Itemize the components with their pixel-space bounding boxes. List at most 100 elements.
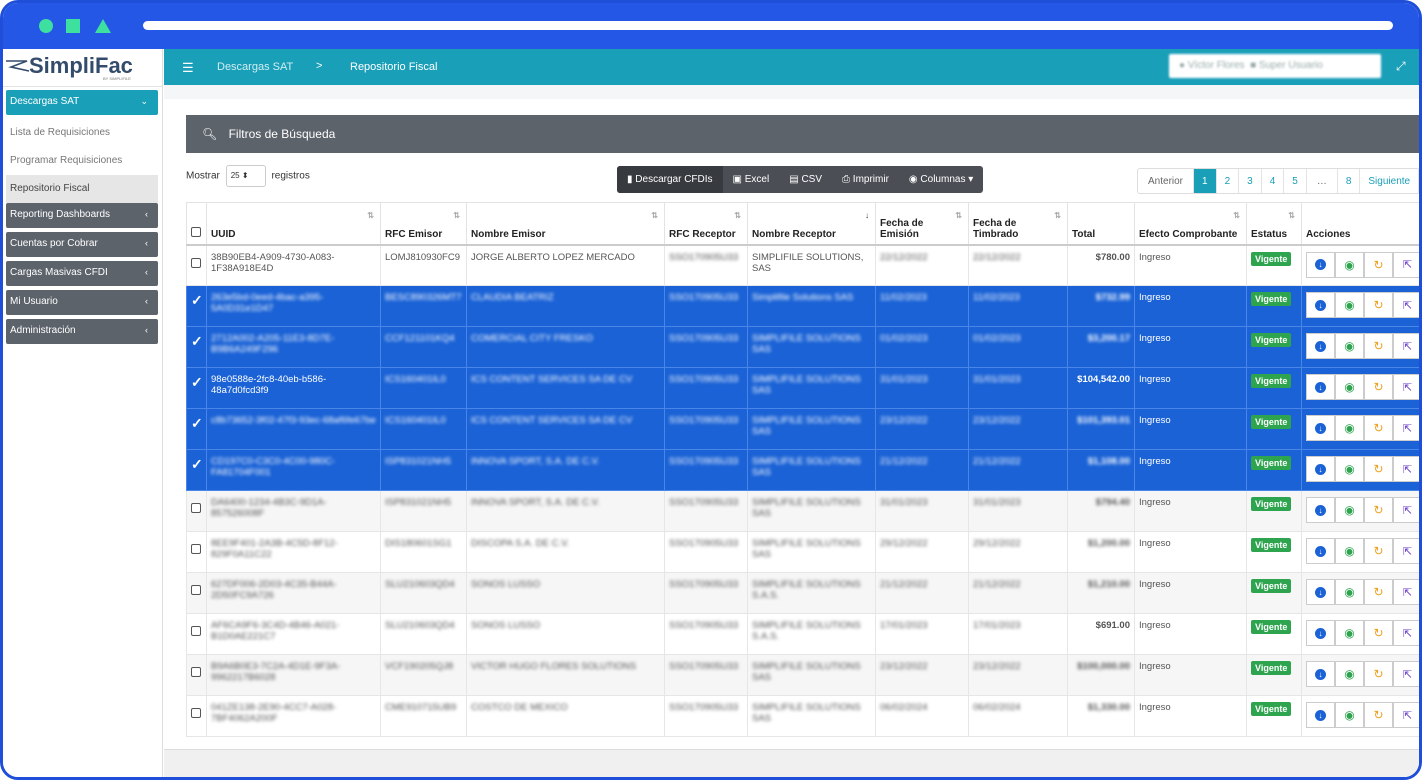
- table-row[interactable]: B9A6B0E3-7C2A-4D1E-9F3A-9962217B6028 VCF1…: [186, 654, 1419, 696]
- open-button[interactable]: ⇱: [1393, 415, 1419, 441]
- view-button[interactable]: ◉: [1335, 415, 1364, 441]
- open-button[interactable]: ⇱: [1393, 702, 1419, 728]
- checkmark-icon[interactable]: ✓: [191, 456, 203, 472]
- refresh-button[interactable]: ↻: [1364, 579, 1393, 605]
- table-row[interactable]: AF6CA9F6-3C4D-4B46-A021-B1D0AE221C7 SLU21…: [186, 613, 1419, 655]
- select-all-checkbox[interactable]: [191, 226, 201, 237]
- download-button[interactable]: ↓: [1306, 374, 1335, 400]
- view-button[interactable]: ◉: [1335, 456, 1364, 482]
- open-button[interactable]: ⇱: [1393, 620, 1419, 646]
- refresh-button[interactable]: ↻: [1364, 456, 1393, 482]
- refresh-button[interactable]: ↻: [1364, 374, 1393, 400]
- table-row[interactable]: ✓ 98e0588e-2fc8-40eb-b586-48a7d0fcd3f9 ICS…: [186, 367, 1419, 409]
- table-row[interactable]: ✓ c8b73652-3f02-47f3-93ec-68af6fe67be ICS1…: [186, 408, 1419, 450]
- view-button[interactable]: ◉: [1335, 333, 1364, 359]
- col-nombre-receptor[interactable]: Nombre Receptor ↓: [747, 202, 876, 246]
- print-button[interactable]: ⎙ Imprimir: [832, 166, 899, 193]
- view-button[interactable]: ◉: [1335, 538, 1364, 564]
- download-button[interactable]: ↓: [1306, 333, 1335, 359]
- checkmark-icon[interactable]: ✓: [191, 292, 203, 308]
- row-checkbox[interactable]: [191, 708, 201, 718]
- sidebar-item-cuentas-por-cobrar[interactable]: Cuentas por Cobrar ‹: [6, 232, 158, 257]
- pagination-page[interactable]: 5: [1284, 169, 1307, 193]
- col-efecto[interactable]: Efecto Comprobante ⇅: [1134, 202, 1247, 246]
- open-button[interactable]: ⇱: [1393, 333, 1419, 359]
- refresh-button[interactable]: ↻: [1364, 292, 1393, 318]
- download-cfdis-button[interactable]: ▮ Descargar CFDIs: [617, 166, 723, 193]
- refresh-button[interactable]: ↻: [1364, 415, 1393, 441]
- sidebar-item-administracion[interactable]: Administración ‹: [6, 319, 158, 344]
- pagination-prev[interactable]: Anterior: [1138, 169, 1195, 193]
- checkmark-icon[interactable]: ✓: [191, 374, 203, 390]
- refresh-button[interactable]: ↻: [1364, 538, 1393, 564]
- view-button[interactable]: ◉: [1335, 497, 1364, 523]
- view-button[interactable]: ◉: [1335, 292, 1364, 318]
- table-row[interactable]: 38B90EB4-A909-4730-A083-1F38A918E4D LOMJ8…: [186, 244, 1419, 286]
- download-button[interactable]: ↓: [1306, 292, 1335, 318]
- table-row[interactable]: ✓ 2712A002-A205-11E3-8D7E-B9B6A249F296 CCF…: [186, 326, 1419, 368]
- open-button[interactable]: ⇱: [1393, 497, 1419, 523]
- columns-button[interactable]: ◉ Columnas ▾: [908, 174, 974, 185]
- view-button[interactable]: ◉: [1335, 374, 1364, 400]
- filters-header[interactable]: 🔍︎ Filtros de Búsqueda: [186, 115, 1419, 153]
- col-nombre-emisor[interactable]: Nombre Emisor ⇅: [466, 202, 665, 246]
- open-button[interactable]: ⇱: [1393, 251, 1419, 278]
- row-checkbox[interactable]: [191, 544, 201, 554]
- breadcrumb-descargas-sat[interactable]: Descargas SAT: [217, 61, 294, 73]
- open-button[interactable]: ⇱: [1393, 456, 1419, 482]
- row-checkbox[interactable]: [191, 503, 201, 513]
- refresh-button[interactable]: ↻: [1364, 661, 1393, 687]
- download-button[interactable]: ↓: [1306, 702, 1335, 728]
- table-row[interactable]: 627DF006-2D03-4C35-B44A-2D50FC9A726 SLU21…: [186, 572, 1419, 614]
- col-rfc-emisor[interactable]: RFC Emisor ⇅: [380, 202, 467, 246]
- row-checkbox[interactable]: [191, 257, 201, 268]
- col-estatus[interactable]: Estatus ⇅: [1246, 202, 1302, 246]
- address-bar[interactable]: [143, 21, 1393, 30]
- table-row[interactable]: DA6400-1234-4B3C-9D1A-857526008F ISP83102…: [186, 490, 1419, 532]
- view-button[interactable]: ◉: [1335, 251, 1364, 278]
- menu-icon[interactable]: ☰: [182, 60, 194, 75]
- view-button[interactable]: ◉: [1335, 661, 1364, 687]
- col-fecha-timbrado[interactable]: Fecha de Timbrado ⇅: [968, 202, 1068, 246]
- sidebar-subitem-programar-requisiciones[interactable]: Programar Requisiciones: [10, 155, 123, 166]
- download-button[interactable]: ↓: [1306, 579, 1335, 605]
- open-button[interactable]: ⇱: [1393, 374, 1419, 400]
- col-fecha-emision[interactable]: Fecha de Emisión ⇅: [875, 202, 969, 246]
- sidebar-item-reporting-dashboards[interactable]: Reporting Dashboards ‹: [6, 203, 158, 228]
- pagination-page[interactable]: 8: [1338, 169, 1361, 193]
- open-button[interactable]: ⇱: [1393, 661, 1419, 687]
- download-button[interactable]: ↓: [1306, 497, 1335, 523]
- open-button[interactable]: ⇱: [1393, 538, 1419, 564]
- sidebar-item-descargas-sat[interactable]: Descargas SAT ⌄: [6, 90, 158, 115]
- expand-icon[interactable]: ⤢: [1396, 59, 1406, 73]
- pagination-page[interactable]: 4: [1262, 169, 1285, 193]
- page-length-select[interactable]: 25 ⬍: [225, 165, 266, 187]
- refresh-button[interactable]: ↻: [1364, 620, 1393, 646]
- sidebar-item-cargas-masivas[interactable]: Cargas Masivas CFDI ‹: [6, 261, 158, 286]
- refresh-button[interactable]: ↻: [1364, 497, 1393, 523]
- row-checkbox[interactable]: [191, 667, 201, 677]
- checkmark-icon[interactable]: ✓: [191, 333, 203, 349]
- view-button[interactable]: ◉: [1335, 620, 1364, 646]
- download-button[interactable]: ↓: [1306, 538, 1335, 564]
- sidebar-subitem-repositorio-fiscal[interactable]: Repositorio Fiscal: [6, 175, 158, 203]
- pagination-page[interactable]: 1: [1194, 169, 1217, 193]
- open-button[interactable]: ⇱: [1393, 579, 1419, 605]
- download-button[interactable]: ↓: [1306, 456, 1335, 482]
- col-uuid[interactable]: UUID ⇅: [206, 202, 381, 246]
- user-menu[interactable]: ● Víctor Flores ■ Super Usuario: [1169, 54, 1381, 78]
- excel-button[interactable]: ▣ Excel: [723, 166, 780, 193]
- table-row[interactable]: 041ZE138-2E90-4CC7-A028-7BF4062A200F CME9…: [186, 695, 1419, 737]
- checkmark-icon[interactable]: ✓: [191, 415, 203, 431]
- table-row[interactable]: 8EE9F401-2A3B-4C5D-8F12-829F0A11C22 DIS18…: [186, 531, 1419, 573]
- row-checkbox[interactable]: [191, 626, 201, 636]
- col-rfc-receptor[interactable]: RFC Receptor ⇅: [664, 202, 748, 246]
- pagination-next[interactable]: Siguiente: [1360, 169, 1419, 193]
- table-row[interactable]: ✓ 263e5bd-0eed-4bac-a395-5A0D31e1D47 BESC8…: [186, 285, 1419, 327]
- view-button[interactable]: ◉: [1335, 579, 1364, 605]
- refresh-button[interactable]: ↻: [1364, 251, 1393, 278]
- download-button[interactable]: ↓: [1306, 415, 1335, 441]
- csv-button[interactable]: ▤ CSV: [779, 166, 832, 193]
- download-button[interactable]: ↓: [1306, 620, 1335, 646]
- sidebar-item-mi-usuario[interactable]: Mi Usuario ‹: [6, 290, 158, 315]
